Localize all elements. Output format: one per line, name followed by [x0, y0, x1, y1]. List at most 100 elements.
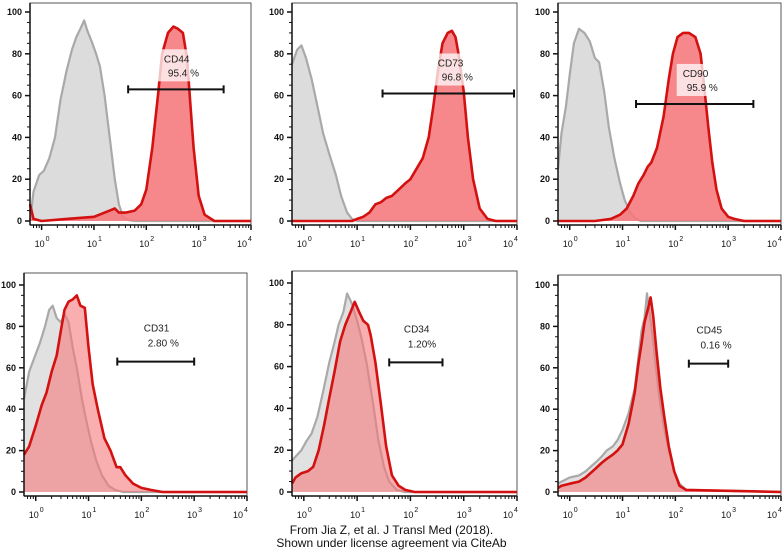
x-tick-label-exp: 2	[679, 236, 683, 243]
gate-marker-name: CD44	[164, 54, 190, 65]
gate-marker-name: CD90	[683, 69, 709, 80]
y-tick-label: 100	[535, 280, 550, 290]
x-tick-label-base: 10	[35, 239, 45, 249]
y-tick-label: 0	[17, 216, 22, 226]
histogram-fill-stained	[292, 301, 517, 492]
x-tick-label-base: 10	[668, 239, 678, 249]
y-tick-label: 0	[545, 487, 550, 497]
y-tick-label: 80	[12, 49, 22, 59]
y-tick-label: 40	[274, 403, 284, 413]
x-tick-label-base: 10	[503, 239, 513, 249]
x-tick-label-base: 10	[668, 510, 678, 520]
histogram-line-stained	[290, 300, 517, 494]
x-tick-label-exp: 3	[468, 236, 472, 243]
x-tick-label-exp: 3	[732, 507, 736, 514]
gate-percent: 95.9 %	[687, 83, 718, 94]
histogram-fill-control	[292, 45, 517, 222]
x-tick-label-base: 10	[29, 510, 39, 520]
x-tick-label-exp: 1	[361, 236, 365, 243]
y-tick-label: 60	[12, 91, 22, 101]
x-tick-label-base: 10	[721, 239, 731, 249]
y-tick-label: 0	[11, 487, 16, 497]
gate-marker-name: CD31	[144, 324, 170, 335]
x-tick-label-exp: 1	[627, 236, 631, 243]
histogram-line-stained	[28, 25, 251, 223]
x-tick-label-exp: 3	[203, 236, 207, 243]
x-tick-label-base: 10	[237, 239, 247, 249]
histogram-line-stained	[557, 296, 782, 494]
x-tick-label-exp: 0	[574, 507, 578, 514]
y-tick-label: 20	[6, 446, 16, 456]
x-tick-label-exp: 4	[778, 507, 782, 514]
histogram-fill-control	[30, 20, 251, 222]
x-tick-label-exp: 2	[145, 507, 149, 514]
gate-label-background	[431, 53, 472, 86]
histogram-fill-stained	[24, 295, 247, 492]
y-tick-label: 0	[279, 216, 284, 226]
y-tick-label: 20	[540, 446, 550, 456]
x-tick-label-exp: 0	[46, 236, 50, 243]
x-tick-label-base: 10	[297, 510, 307, 520]
y-tick-label: 20	[12, 174, 22, 184]
x-tick-label-base: 10	[563, 510, 573, 520]
x-tick-label-exp: 2	[414, 507, 418, 514]
y-tick-label: 40	[12, 132, 22, 142]
x-tick-label-exp: 0	[308, 507, 312, 514]
y-tick-label: 40	[540, 404, 550, 414]
x-tick-label-base: 10	[139, 239, 149, 249]
gate-marker-name: CD73	[438, 59, 464, 70]
y-tick-label: 80	[274, 49, 284, 59]
x-tick-label-base: 10	[192, 239, 202, 249]
y-tick-label: 100	[269, 7, 284, 17]
histogram-line-stained	[22, 294, 247, 494]
y-tick-label: 100	[269, 278, 284, 288]
y-tick-label: 20	[274, 174, 284, 184]
y-tick-label: 40	[274, 132, 284, 142]
x-tick-label-base: 10	[87, 239, 97, 249]
x-tick-label-exp: 3	[198, 507, 202, 514]
y-tick-label: 60	[274, 362, 284, 372]
x-tick-label-exp: 0	[574, 236, 578, 243]
gate-label-background	[676, 63, 717, 96]
y-tick-label: 80	[540, 321, 550, 331]
x-tick-label-exp: 0	[40, 507, 44, 514]
x-tick-label-exp: 1	[98, 236, 102, 243]
gate-marker-name: CD45	[697, 326, 723, 337]
x-tick-label-exp: 4	[244, 507, 248, 514]
y-tick-label: 100	[7, 7, 22, 17]
y-tick-label: 80	[540, 49, 550, 59]
x-tick-label-base: 10	[457, 510, 467, 520]
y-tick-label: 80	[274, 320, 284, 330]
y-tick-label: 20	[540, 174, 550, 184]
y-tick-label: 20	[274, 445, 284, 455]
x-tick-label-exp: 4	[248, 236, 252, 243]
x-tick-label-exp: 1	[361, 507, 365, 514]
x-tick-label-exp: 1	[627, 507, 631, 514]
caption-line-2: Shown under license agreement via CiteAb	[276, 536, 507, 550]
y-tick-label: 0	[279, 487, 284, 497]
histogram-line-stained	[292, 29, 517, 223]
gate-percent: 96.8 %	[442, 73, 473, 84]
x-tick-label-exp: 4	[514, 507, 518, 514]
y-tick-label: 60	[6, 363, 16, 373]
histogram-line-stained	[558, 31, 781, 223]
y-tick-label: 40	[6, 404, 16, 414]
x-tick-label-base: 10	[503, 510, 513, 520]
gate-label-background	[157, 49, 198, 82]
gate-percent: 1.20%	[408, 339, 436, 350]
x-tick-label-exp: 2	[150, 236, 154, 243]
x-tick-label-exp: 3	[468, 507, 472, 514]
gate-percent: 95.4 %	[168, 68, 199, 79]
x-tick-label-base: 10	[187, 510, 197, 520]
y-tick-label: 100	[535, 7, 550, 17]
y-tick-label: 60	[274, 91, 284, 101]
y-tick-label: 100	[1, 280, 16, 290]
x-tick-label-base: 10	[721, 510, 731, 520]
y-tick-label: 0	[545, 216, 550, 226]
x-tick-label-exp: 4	[514, 236, 518, 243]
y-tick-label: 80	[6, 321, 16, 331]
